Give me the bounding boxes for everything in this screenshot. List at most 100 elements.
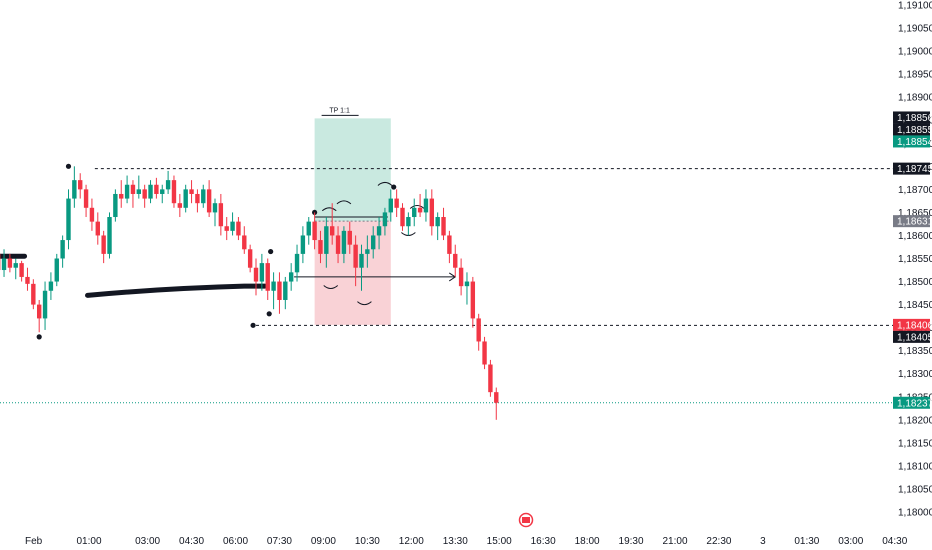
x-tick-label: 15:00 xyxy=(487,536,512,547)
candle-body xyxy=(60,240,65,259)
candle-body xyxy=(48,281,54,291)
x-tick-label: 07:30 xyxy=(267,536,292,547)
candle-body xyxy=(359,253,364,268)
price-badge-label: 1,18631 xyxy=(897,217,932,228)
candle-body xyxy=(19,263,24,277)
y-tick-label: 1,19050 xyxy=(898,24,932,35)
candle-body xyxy=(113,193,118,218)
candle-body xyxy=(435,217,440,227)
candle-body xyxy=(300,235,306,254)
candle-body xyxy=(1,258,7,271)
x-tick-label: 18:00 xyxy=(575,536,600,547)
candle-body xyxy=(230,221,235,231)
x-tick-label: 10:30 xyxy=(355,536,380,547)
candle-body xyxy=(453,253,458,268)
y-tick-label: 1,19100 xyxy=(898,1,932,12)
y-tick-label: 1,18550 xyxy=(898,254,932,265)
candle-body xyxy=(201,189,206,204)
candle-body xyxy=(312,221,317,241)
candle-body xyxy=(494,392,499,403)
target-zone xyxy=(314,118,391,222)
candle-body xyxy=(259,263,265,282)
candle-body xyxy=(406,217,411,227)
candle-body xyxy=(101,235,106,254)
candle-body xyxy=(72,180,77,199)
price-badge-label: 1,18745 xyxy=(897,164,932,175)
candle-body xyxy=(318,240,323,254)
candle-body xyxy=(382,212,388,227)
y-tick-label: 1,18650 xyxy=(898,208,932,219)
candle-body xyxy=(371,235,376,250)
candle-body xyxy=(119,193,124,199)
candle-body xyxy=(218,203,224,227)
arc-marker xyxy=(323,285,339,289)
candle-body xyxy=(165,180,171,190)
x-tick-label: 12:00 xyxy=(399,536,424,547)
y-tick-label: 1,18050 xyxy=(898,484,932,495)
candle-body xyxy=(271,281,276,291)
x-tick-label: 22:30 xyxy=(706,536,731,547)
candle-body xyxy=(306,221,311,236)
candle-body xyxy=(376,226,382,236)
candle-body xyxy=(464,281,470,287)
candle-body xyxy=(283,281,288,300)
y-tick-label: 1,18900 xyxy=(898,93,932,104)
x-tick-label: 3 xyxy=(760,536,766,547)
candle-body xyxy=(423,198,429,213)
candle-body xyxy=(36,304,42,319)
candle-body xyxy=(224,226,229,231)
x-tick-label: 09:00 xyxy=(311,536,336,547)
level-lines xyxy=(0,163,893,404)
candle-body xyxy=(441,217,446,236)
price-badge xyxy=(893,396,930,409)
x-tick-label: 04:30 xyxy=(179,536,204,547)
candle-body xyxy=(54,258,59,282)
price-badge xyxy=(893,135,930,148)
candle-body xyxy=(482,341,487,365)
arc-marker xyxy=(409,204,425,209)
candle-body xyxy=(324,226,329,254)
y-tick-label: 1,19000 xyxy=(898,47,932,58)
candle-body xyxy=(66,198,71,241)
candle-body xyxy=(142,189,147,199)
candle-body xyxy=(107,217,112,254)
x-tick-label: 13:30 xyxy=(443,536,468,547)
candle-body xyxy=(177,203,183,208)
candle-body xyxy=(83,189,89,208)
candle-body xyxy=(400,207,405,227)
candle-body xyxy=(388,198,393,213)
candle-body xyxy=(148,184,153,199)
candle-body xyxy=(130,184,136,194)
price-badge-label: 1,18406 xyxy=(897,320,932,331)
x-tick-label: 21:00 xyxy=(662,536,687,547)
price-badge-label: 1,18405 xyxy=(897,332,932,343)
x-tick-label: 16:30 xyxy=(531,536,556,547)
swing-point-marker xyxy=(266,311,272,317)
swing-point-marker xyxy=(391,184,397,190)
candle-body xyxy=(124,184,130,199)
candle-body xyxy=(236,221,241,236)
price-axis[interactable]: 1,19100 1,19050 1,19000 1,18950 1,18900 1,188… xyxy=(898,1,932,519)
x-tick-label: 03:00 xyxy=(838,536,863,547)
swing-point-marker xyxy=(36,334,42,340)
time-axis[interactable]: Feb 01:00 03:00 04:30 06:00 07:30 09:00 10:30 12… xyxy=(25,536,908,547)
swing-point-marker xyxy=(268,248,274,255)
candle-body xyxy=(429,198,435,227)
candle-body xyxy=(189,189,194,194)
y-tick-label: 1,18700 xyxy=(898,185,932,196)
candle-body xyxy=(25,276,30,284)
y-tick-label: 1,18200 xyxy=(898,415,932,426)
y-tick-label: 1,18150 xyxy=(898,438,932,449)
candle-body xyxy=(447,235,452,254)
y-tick-label: 1,18350 xyxy=(898,346,932,357)
price-badge xyxy=(893,330,930,343)
arc-marker xyxy=(377,181,393,186)
candle-body xyxy=(412,207,417,218)
candles xyxy=(0,166,499,420)
event-marker[interactable] xyxy=(518,512,534,528)
swing-point-marker xyxy=(250,322,256,328)
price-badge-label: 1,18856 xyxy=(897,113,932,124)
x-tick-label: 04:30 xyxy=(882,536,907,547)
